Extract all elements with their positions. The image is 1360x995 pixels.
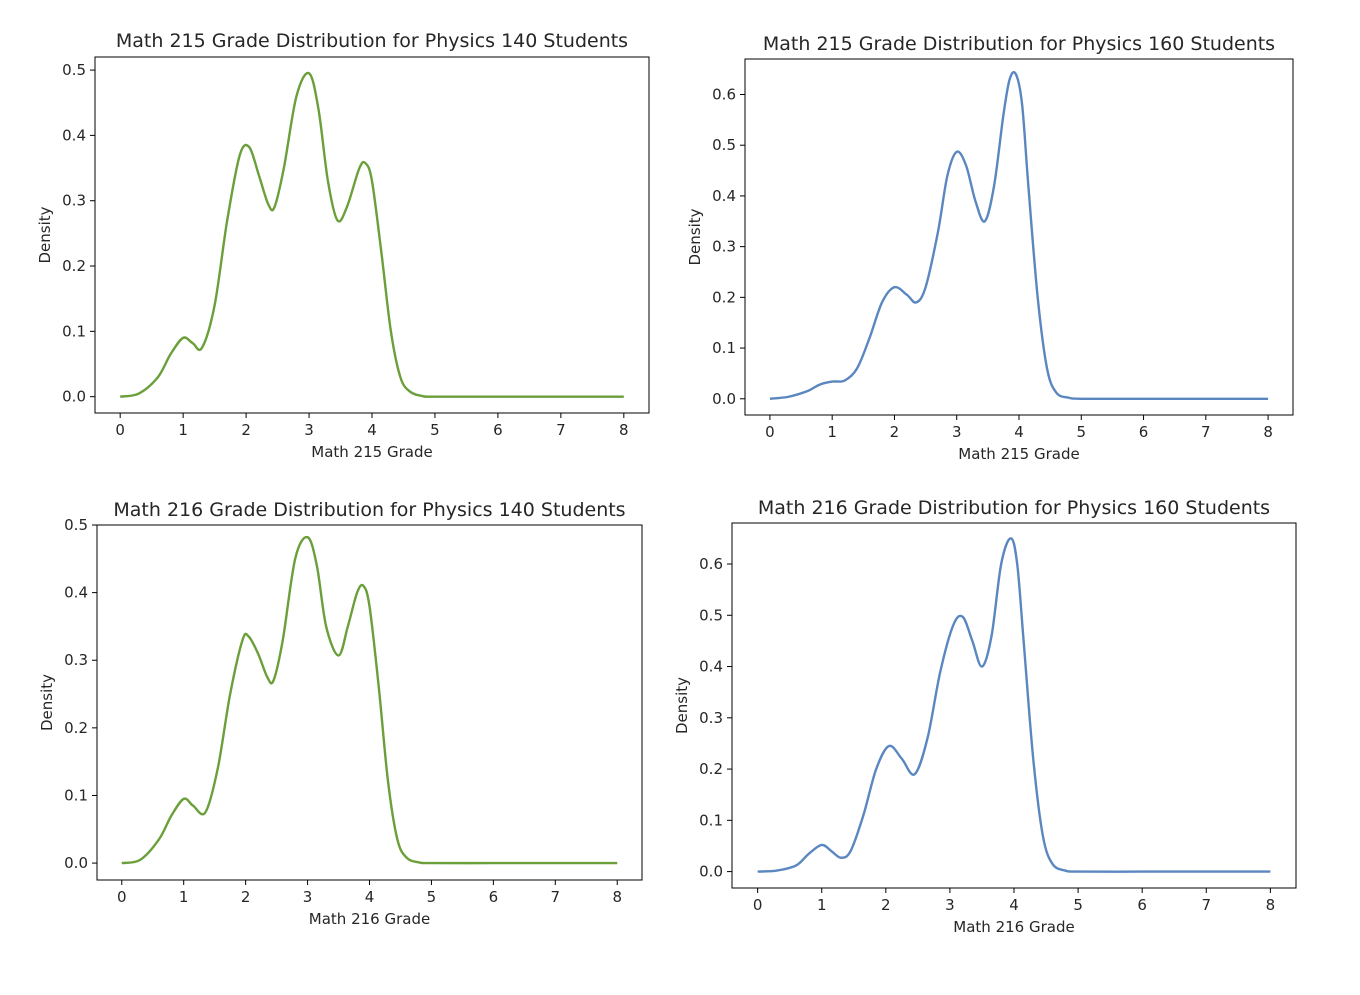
x-tick-label: 0 (765, 423, 775, 441)
x-tick-label: 5 (1073, 896, 1083, 914)
x-tick-label: 1 (178, 421, 188, 439)
x-tick-label: 8 (1266, 896, 1276, 914)
density-line (119, 71, 624, 398)
x-tick-label: 1 (827, 423, 837, 441)
x-tick-label: 1 (179, 888, 189, 906)
x-axis-label: Math 216 Grade (309, 910, 430, 928)
density-line (121, 535, 618, 865)
x-tick-label: 6 (489, 888, 499, 906)
chart-title: Math 215 Grade Distribution for Physics … (116, 30, 628, 52)
y-axis-label: Density (38, 674, 56, 731)
x-tick-label: 3 (945, 896, 955, 914)
y-tick-label: 0.0 (64, 854, 88, 872)
x-tick-label: 5 (430, 421, 440, 439)
chart-title: Math 215 Grade Distribution for Physics … (763, 33, 1275, 55)
y-tick-label: 0.2 (712, 288, 736, 306)
density-line (769, 70, 1269, 401)
x-tick-label: 0 (117, 888, 127, 906)
x-tick-label: 3 (952, 423, 962, 441)
x-tick-label: 4 (367, 421, 377, 439)
y-tick-label: 0.6 (699, 555, 723, 573)
x-tick-label: 4 (365, 888, 375, 906)
y-axis-label: Density (673, 677, 691, 734)
x-tick-label: 6 (1137, 896, 1147, 914)
density-line (757, 537, 1271, 873)
x-tick-label: 4 (1014, 423, 1024, 441)
x-tick-label: 7 (551, 888, 561, 906)
x-tick-label: 5 (1076, 423, 1086, 441)
y-tick-label: 0.5 (62, 61, 86, 79)
x-tick-label: 3 (304, 421, 314, 439)
chart-2: Math 215 Grade Distribution for Physics … (686, 33, 1294, 463)
y-tick-label: 0.1 (64, 786, 88, 804)
y-tick-label: 0.1 (62, 322, 86, 340)
x-tick-label: 6 (493, 421, 503, 439)
x-tick-label: 4 (1009, 896, 1019, 914)
y-tick-label: 0.1 (699, 811, 723, 829)
y-tick-label: 0.5 (712, 136, 736, 154)
x-tick-label: 2 (241, 421, 251, 439)
x-tick-label: 6 (1139, 423, 1149, 441)
x-tick-label: 0 (115, 421, 125, 439)
y-axis-label: Density (36, 206, 54, 263)
y-tick-label: 0.3 (62, 192, 86, 210)
chart-title: Math 216 Grade Distribution for Physics … (113, 499, 625, 521)
x-tick-label: 2 (241, 888, 251, 906)
y-tick-label: 0.6 (712, 85, 736, 103)
y-tick-label: 0.4 (64, 584, 88, 602)
chart-1: Math 215 Grade Distribution for Physics … (36, 30, 650, 461)
y-tick-label: 0.3 (699, 709, 723, 727)
y-tick-label: 0.5 (699, 606, 723, 624)
chart-3: Math 216 Grade Distribution for Physics … (38, 499, 643, 928)
x-axis-label: Math 215 Grade (958, 445, 1079, 463)
x-tick-label: 0 (753, 896, 763, 914)
plot-frame (731, 522, 1297, 889)
x-tick-label: 8 (619, 421, 629, 439)
chart-title: Math 216 Grade Distribution for Physics … (758, 497, 1270, 519)
y-tick-label: 0.4 (712, 187, 736, 205)
y-tick-label: 0.0 (62, 388, 86, 406)
x-tick-label: 5 (427, 888, 437, 906)
y-tick-label: 0.5 (64, 516, 88, 534)
x-tick-label: 3 (303, 888, 313, 906)
x-tick-label: 7 (1201, 423, 1211, 441)
x-tick-label: 7 (556, 421, 566, 439)
y-tick-label: 0.0 (712, 390, 736, 408)
x-tick-label: 2 (890, 423, 900, 441)
x-axis-label: Math 215 Grade (311, 443, 432, 461)
y-tick-label: 0.3 (712, 238, 736, 256)
x-tick-label: 1 (817, 896, 827, 914)
y-tick-label: 0.4 (699, 658, 723, 676)
x-tick-label: 8 (1263, 423, 1273, 441)
y-axis-label: Density (686, 208, 704, 265)
x-axis-label: Math 216 Grade (953, 918, 1074, 936)
y-tick-label: 0.2 (62, 257, 86, 275)
y-tick-label: 0.3 (64, 651, 88, 669)
y-tick-label: 0.2 (64, 719, 88, 737)
x-tick-label: 2 (881, 896, 891, 914)
x-tick-label: 7 (1201, 896, 1211, 914)
y-tick-label: 0.1 (712, 339, 736, 357)
y-tick-label: 0.4 (62, 126, 86, 144)
y-tick-label: 0.2 (699, 760, 723, 778)
x-tick-label: 8 (612, 888, 622, 906)
y-tick-label: 0.0 (699, 863, 723, 881)
